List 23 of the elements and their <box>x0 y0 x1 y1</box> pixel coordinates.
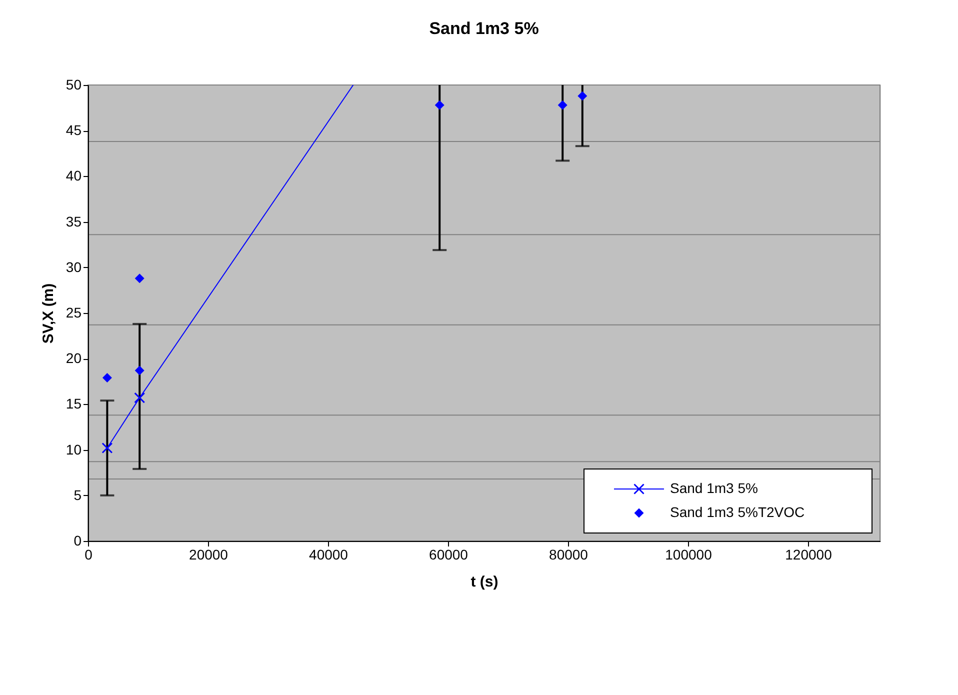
x-tick-label: 20000 <box>189 546 228 562</box>
y-tick-label: 15 <box>66 396 82 412</box>
x-tick-label: 60000 <box>429 546 468 562</box>
y-tick-label: 25 <box>66 304 82 320</box>
y-tick-label: 50 <box>66 76 82 92</box>
legend-label: Sand 1m3 5% <box>670 480 758 496</box>
y-tick-label: 40 <box>66 168 82 184</box>
x-tick-label: 120000 <box>785 546 832 562</box>
y-tick-label: 20 <box>66 350 82 366</box>
y-tick-label: 45 <box>66 122 82 138</box>
y-tick-label: 30 <box>66 258 82 275</box>
x-tick-label: 100000 <box>665 546 712 562</box>
x-tick-label: 40000 <box>309 546 348 562</box>
y-tick-label: 5 <box>74 486 82 503</box>
y-tick-label: 10 <box>66 441 82 458</box>
x-tick-label: 0 <box>84 546 93 562</box>
y-tick-label: 0 <box>74 532 82 548</box>
legend-label: Sand 1m3 5%T2VOC <box>670 504 805 520</box>
x-axis-title: t (s) <box>470 574 498 590</box>
y-axis-title: SV,X (m) <box>40 283 57 344</box>
chart-title: Sand 1m3 5% <box>429 19 539 38</box>
x-tick-label: 80000 <box>549 546 588 562</box>
y-tick-label: 35 <box>66 213 82 230</box>
